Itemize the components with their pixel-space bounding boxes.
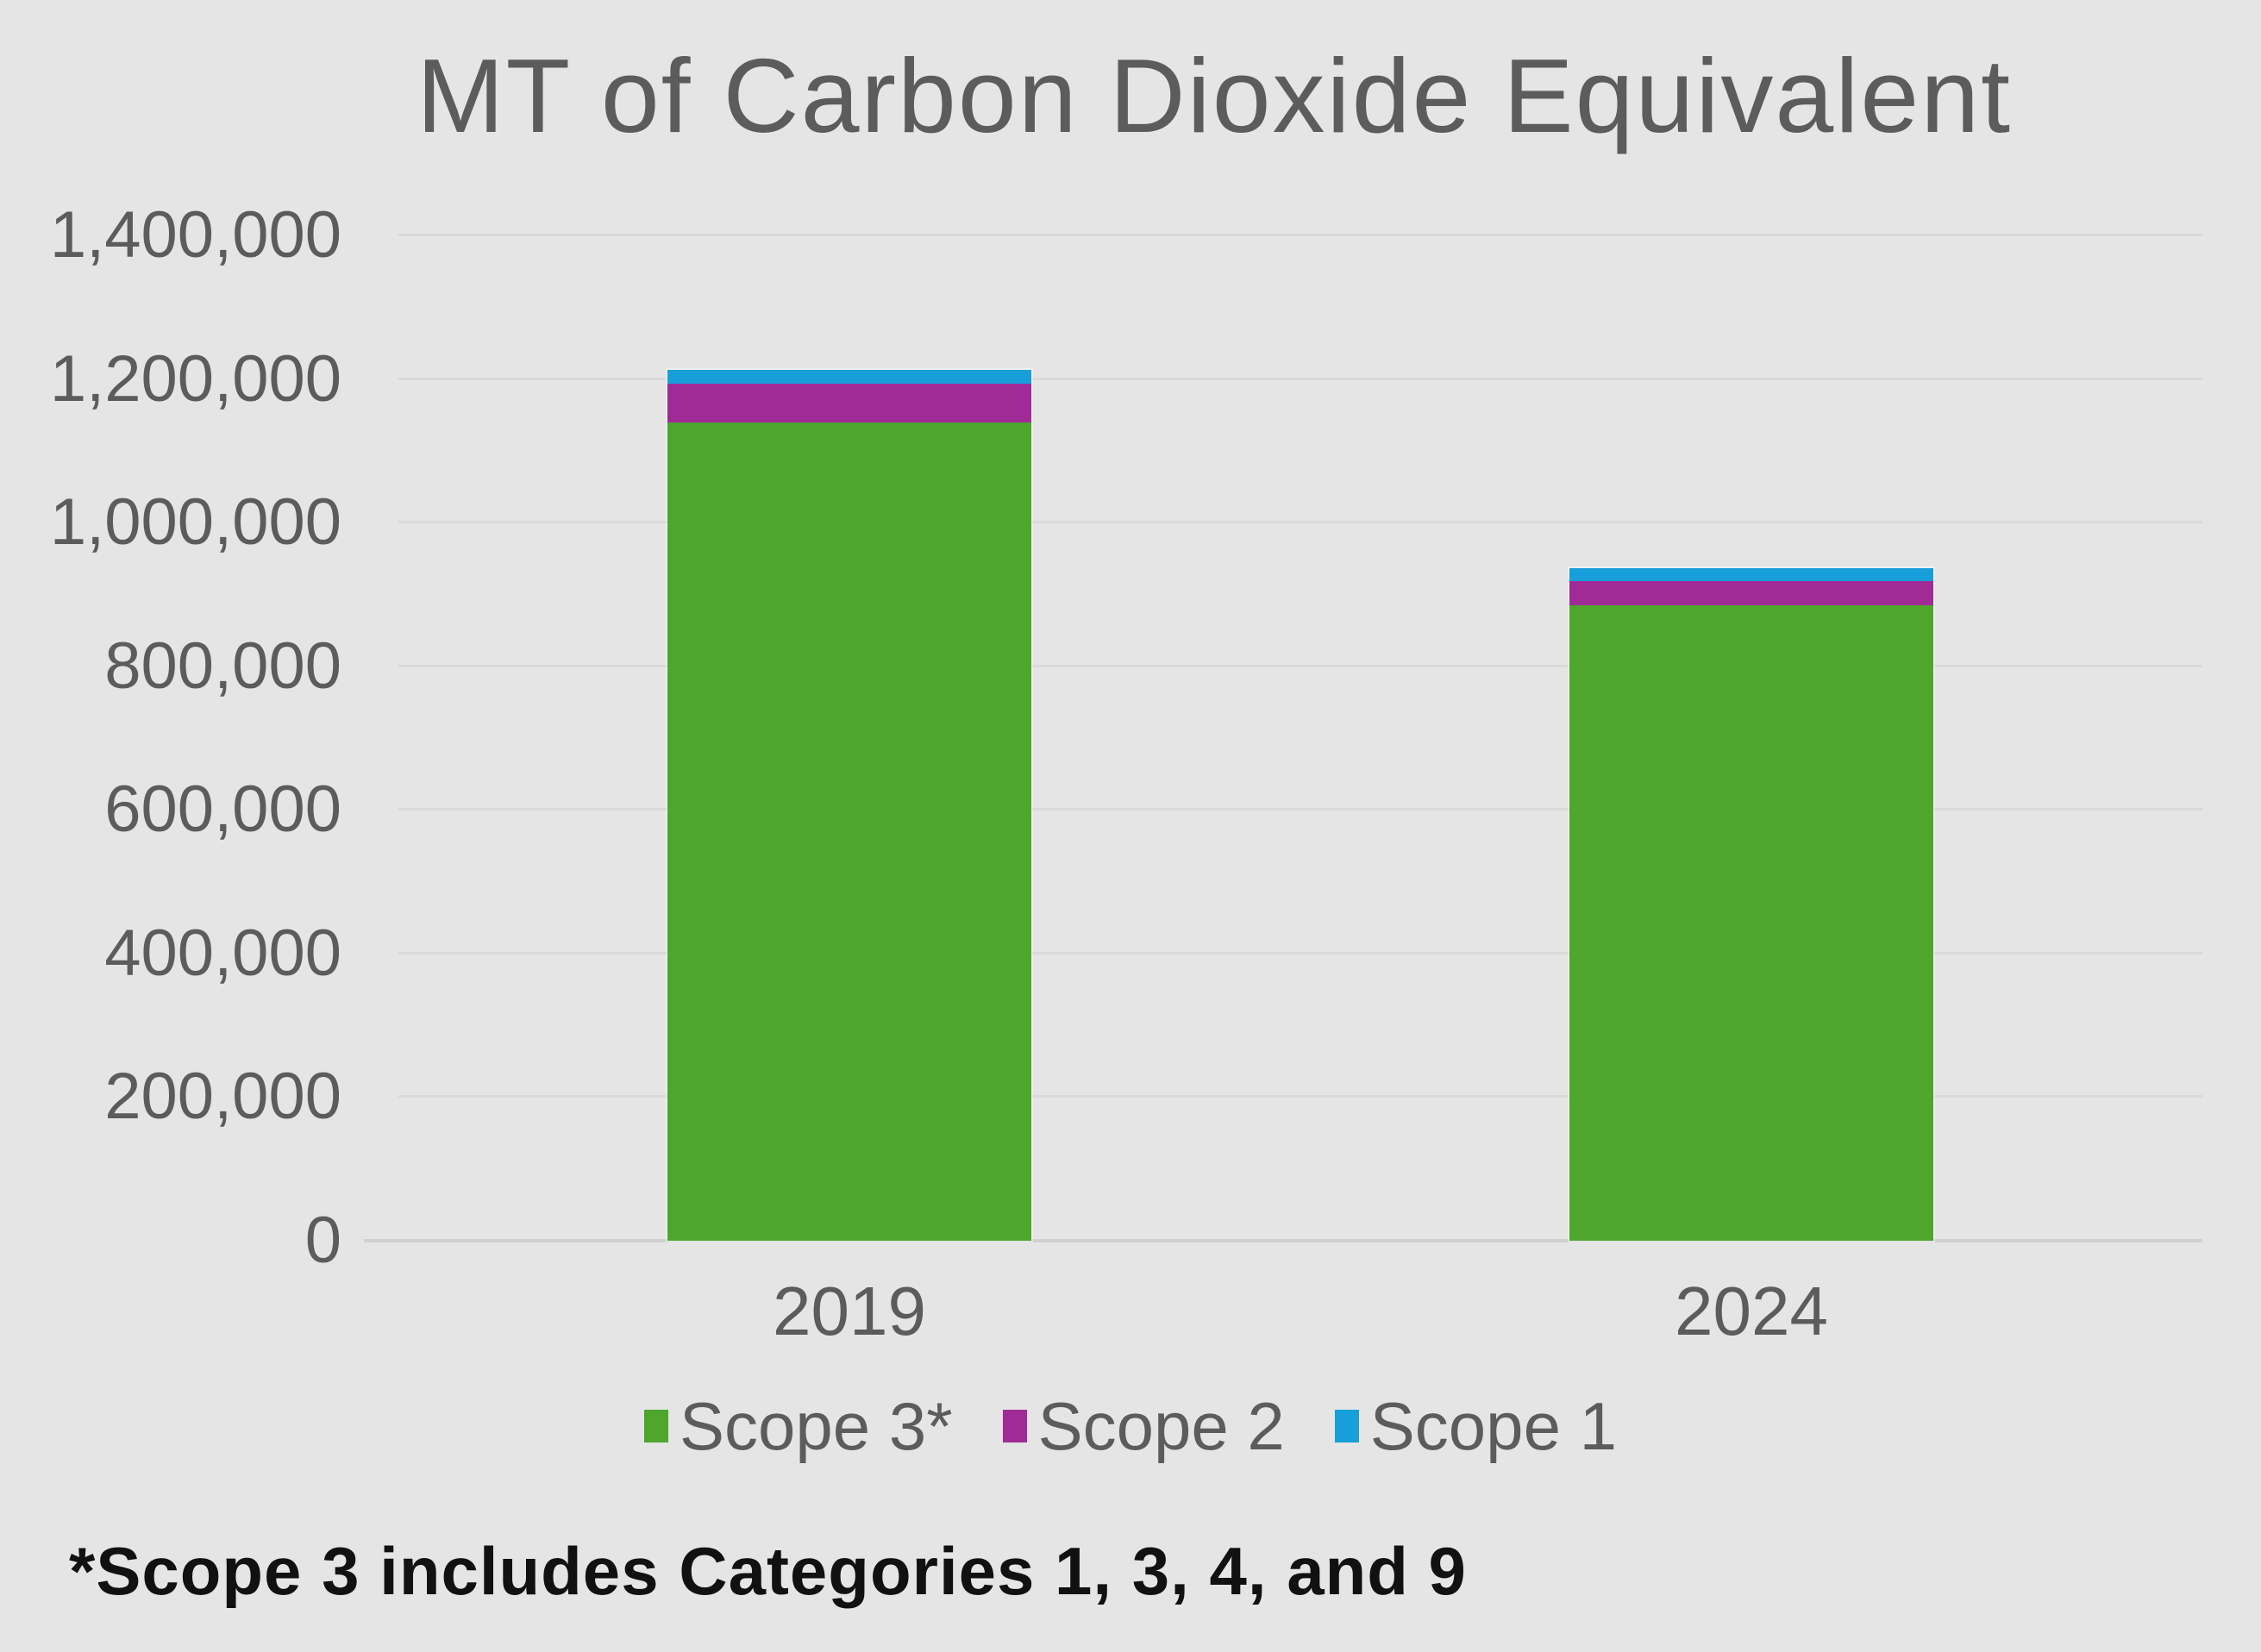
- gridline: [398, 808, 2202, 811]
- bar-segment-scope1-2024: [1569, 568, 1933, 582]
- gridline: [398, 377, 2202, 380]
- legend-swatch-scope1-icon: [1334, 1410, 1359, 1442]
- footnote: *Scope 3 includes Categories 1, 3, 4, an…: [69, 1533, 1467, 1609]
- y-axis-tick-label: 0: [304, 1204, 341, 1277]
- gridline: [398, 521, 2202, 524]
- chart-title: MT of Carbon Dioxide Equivalent: [416, 37, 2012, 154]
- legend-item-scope1: Scope 1: [1334, 1386, 1617, 1466]
- bar-segment-scope1-2019: [667, 369, 1031, 384]
- bar-2019: [666, 367, 1033, 1243]
- x-axis-baseline: [364, 1239, 2202, 1242]
- bar-segment-scope2-2019: [667, 383, 1031, 422]
- gridline: [398, 951, 2202, 954]
- bar-2024: [1568, 566, 1935, 1242]
- y-axis-tick-label: 1,200,000: [49, 341, 341, 416]
- y-axis-tick-label: 400,000: [104, 916, 341, 990]
- gridline: [398, 234, 2202, 236]
- bar-segment-scope3-2019: [667, 422, 1031, 1241]
- y-axis-tick-label: 200,000: [104, 1060, 341, 1134]
- x-axis-label-2019: 2019: [773, 1273, 926, 1349]
- legend-swatch-scope2-icon: [1002, 1410, 1027, 1442]
- bar-segment-scope3-2024: [1569, 604, 1933, 1241]
- legend-swatch-scope3-icon: [643, 1410, 668, 1442]
- y-axis-tick-label: 600,000: [104, 773, 341, 847]
- legend-label: Scope 2: [1037, 1388, 1285, 1464]
- legend-label: Scope 3*: [679, 1388, 953, 1464]
- legend-item-scope2: Scope 2: [1002, 1386, 1285, 1466]
- y-axis-tick-label: 1,000,000: [49, 485, 341, 560]
- gridline: [398, 1095, 2202, 1098]
- x-axis-label-2024: 2024: [1675, 1273, 1828, 1349]
- plot-area: [364, 234, 2202, 1243]
- legend: Scope 3* Scope 2 Scope 1: [0, 1386, 2261, 1466]
- y-axis-tick-label: 1,400,000: [49, 198, 341, 272]
- legend-item-scope3: Scope 3*: [643, 1386, 953, 1466]
- legend-label: Scope 1: [1369, 1388, 1617, 1464]
- y-axis-tick-label: 800,000: [104, 629, 341, 703]
- bar-segment-scope2-2024: [1569, 581, 1933, 605]
- gridline: [398, 664, 2202, 667]
